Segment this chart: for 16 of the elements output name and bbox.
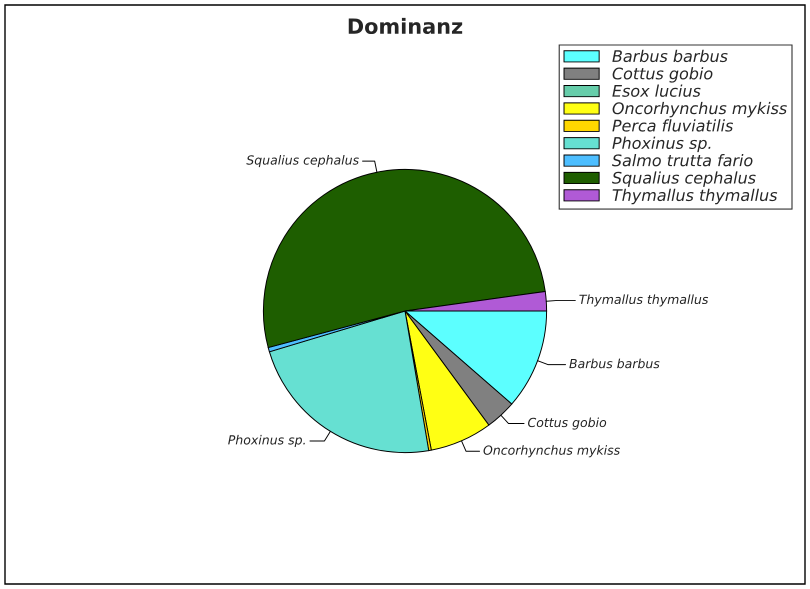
legend-label: Cottus gobio [612,67,712,83]
legend-label: Barbus barbus [612,50,728,62]
legend-label: Squalius cephalus [612,171,756,187]
slice-label: Squalius cephalus [246,155,359,168]
slice-label: Phoxinus sp. [228,434,305,448]
chart-title: Dominanz [348,18,462,34]
legend-label: Thymallus thymallus [612,188,778,204]
legend-label: Perca fluviatilis [612,119,734,132]
legend-label: Phoxinus sp. [612,136,710,152]
slice-label: Thymallus thymallus [579,294,708,306]
slice-label: Oncorhynchus mykiss [484,445,620,458]
slice-label: Barbus barbus [569,358,660,368]
legend-label: Esox lucius [612,84,701,97]
legend-label: Oncorhynchus mykiss [612,102,787,118]
slice-label: Cottus gobio [528,418,606,430]
legend-label: Salmo trutta fario [612,154,752,166]
